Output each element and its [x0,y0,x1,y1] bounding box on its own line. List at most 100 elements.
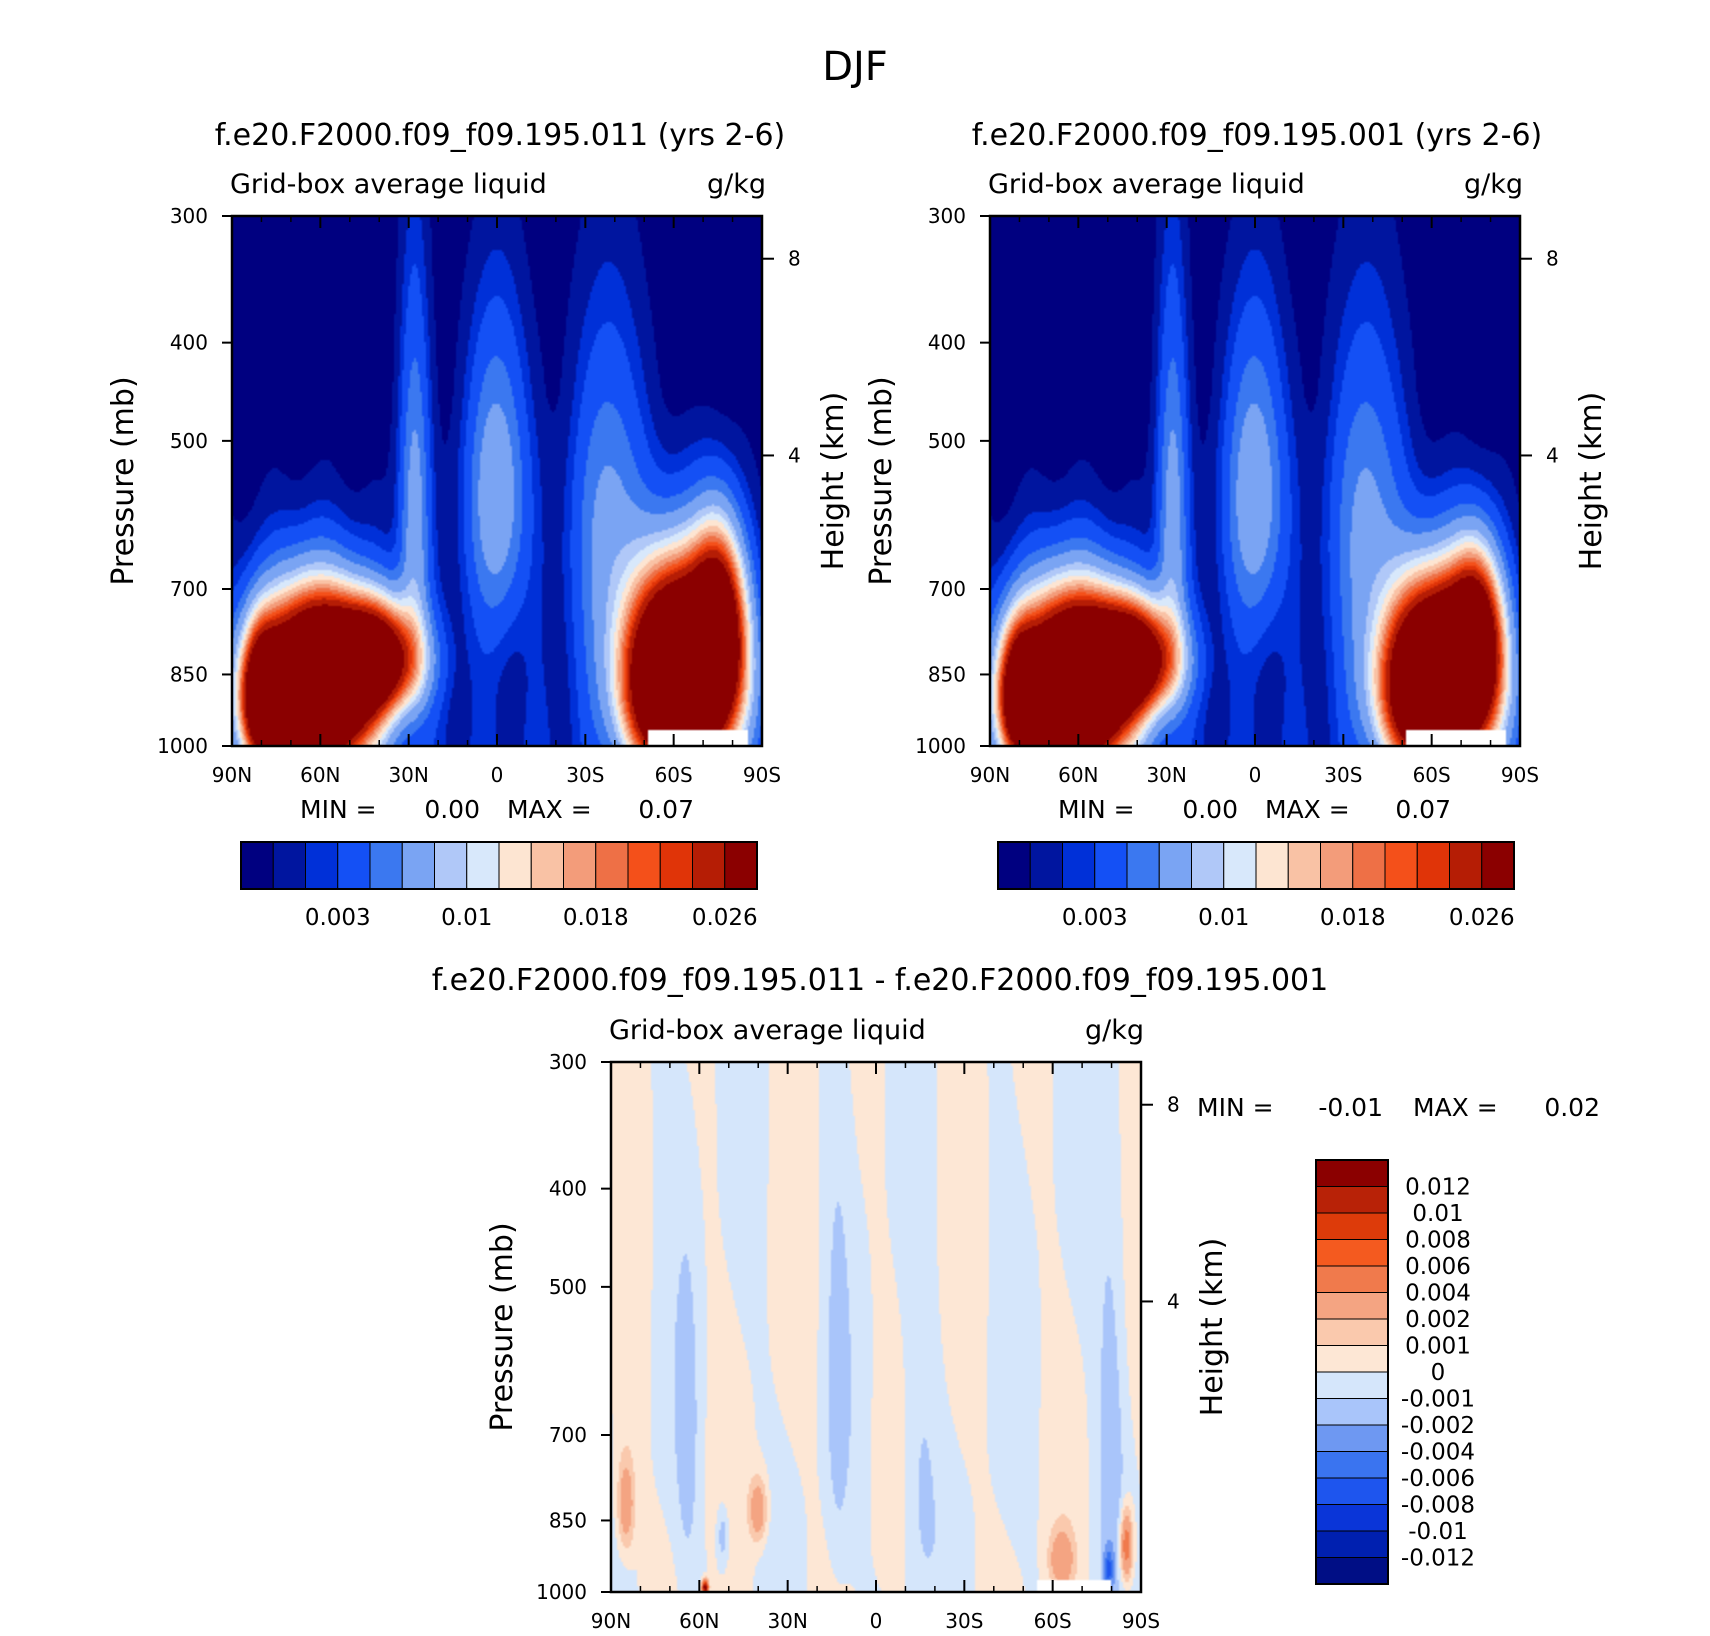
colorbar-swatch [1029,841,1063,890]
panel-3-ylabel: Pressure (mb) [485,1222,520,1431]
colorbar-label: 0.012 [1405,1175,1471,1201]
colorbar-frame [240,841,758,890]
colorbar-swatch [595,841,629,890]
y-tick-label: 300 [928,204,966,228]
colorbar-swatch [1315,1186,1389,1214]
colorbar-swatch [1416,841,1450,890]
colorbar-swatch [1352,841,1386,890]
x-tick-label: 60S [655,763,693,787]
colorbar-swatch [1287,841,1321,890]
panel-1-contour-field [232,216,762,746]
x-tick-label: 30N [388,763,428,787]
colorbar-swatch [369,841,403,890]
colorbar-label: 0.01 [1412,1201,1463,1227]
colorbar-swatch [1315,1557,1389,1585]
x-tick-label: 90S [1122,1609,1160,1633]
panel-1-left-subtitle: Grid-box average liquid [230,169,547,200]
y-right-tick-label: 4 [1167,1289,1180,1313]
y-tick-label: 500 [170,429,208,453]
y-tick-label: 500 [928,429,966,453]
colorbar-swatch [1315,1398,1389,1426]
colorbar-label: 0.002 [1405,1307,1471,1333]
colorbar-swatch [1315,1530,1389,1558]
panel-1-ylabel-right: Height (km) [816,392,851,571]
x-tick-label: 60S [1413,763,1451,787]
y-tick-label: 850 [928,662,966,686]
colorbar-swatch [1315,1451,1389,1479]
panel-1-max-value: 0.07 [638,795,694,824]
colorbar-swatch [305,841,339,890]
colorbar-swatch [1320,841,1354,890]
colorbar-swatch [1315,1477,1389,1505]
panel-1-title: f.e20.F2000.f09_f09.195.011 (yrs 2-6) [215,118,785,153]
y-tick-label: 700 [549,1423,587,1447]
colorbar-swatch [1315,1371,1389,1399]
colorbar-label: -0.01 [1408,1519,1468,1545]
colorbar-swatch [563,841,597,890]
colorbar-label: 0.003 [305,905,371,931]
colorbar-label: -0.006 [1401,1466,1475,1492]
panel-3-contour-field [611,1062,1141,1592]
colorbar-swatch [401,841,435,890]
panel-2-contour-field [990,216,1520,746]
colorbar-swatch [1315,1265,1389,1293]
panel-1-min-label: MIN = [300,795,377,824]
panel-3-max-label: MAX = [1413,1093,1498,1122]
colorbar-swatch [1223,841,1257,890]
colorbar-swatch [240,841,274,890]
y-tick-label: 400 [170,331,208,355]
y-tick-label: 400 [549,1177,587,1201]
colorbar-label: 0.026 [692,905,758,931]
panel-1-units: g/kg [707,169,766,200]
colorbar-swatch [1191,841,1225,890]
y-tick-label: 1000 [536,1580,587,1604]
colorbar-swatch [724,841,758,890]
x-tick-label: 30S [1324,763,1362,787]
panel-2-max-value: 0.07 [1395,795,1451,824]
panel-1-max-label: MAX = [507,795,592,824]
panel-2-ylabel-right: Height (km) [1574,392,1609,571]
panel-3-axes: 90N 60N 30N 0 30S 60S 90S 300 400 500 700 850 1000 8 4 [536,1050,1180,1633]
y-right-tick-label: 4 [788,443,801,467]
colorbar-label: -0.004 [1401,1440,1475,1466]
panel-2: f.e20.F2000.f09_f09.195.001 (yrs 2-6) Gr… [864,118,1609,931]
colorbar-swatch [1315,1424,1389,1452]
colorbar-swatch [466,841,500,890]
panel-3-colorbar: 0.0120.010.0080.0060.0040.0020.0010-0.00… [1315,1159,1475,1585]
colorbar-swatch [1315,1318,1389,1346]
colorbar-swatch [1481,841,1515,890]
colorbar-label: -0.002 [1401,1413,1475,1439]
y-tick-label: 850 [170,662,208,686]
x-tick-label: 30S [566,763,604,787]
colorbar-swatch [1315,1345,1389,1373]
y-tick-label: 300 [170,204,208,228]
colorbar-label: 0.01 [441,905,492,931]
panel-2-colorbar: 0.003 0.01 0.018 0.026 [997,841,1515,931]
panel-3-min-label: MIN = [1197,1093,1274,1122]
x-tick-label: 60N [300,763,340,787]
x-tick-label: 30S [945,1609,983,1633]
colorbar-label: 0.018 [1320,905,1386,931]
colorbar-swatch [1158,841,1192,890]
colorbar-swatch [659,841,693,890]
panel-1-min-value: 0.00 [424,795,480,824]
panel-3-title: f.e20.F2000.f09_f09.195.011 - f.e20.F200… [432,963,1328,998]
y-tick-label: 700 [928,577,966,601]
colorbar-label: 0.004 [1405,1281,1471,1307]
colorbar-swatch [1094,841,1128,890]
colorbar-swatch [1126,841,1160,890]
colorbar-swatch [1384,841,1418,890]
x-tick-label: 90N [212,763,252,787]
panel-2-min-value: 0.00 [1182,795,1238,824]
panel-2-title: f.e20.F2000.f09_f09.195.001 (yrs 2-6) [972,118,1542,153]
x-tick-label: 30N [1146,763,1186,787]
y-right-tick-label: 8 [1167,1093,1180,1117]
x-tick-label: 0 [491,763,504,787]
colorbar-label: 0.001 [1405,1334,1471,1360]
colorbar-swatch [1315,1292,1389,1320]
panel-2-ylabel: Pressure (mb) [864,376,899,585]
y-right-tick-label: 8 [1546,247,1559,271]
x-tick-label: 0 [1249,763,1262,787]
panel-1-axes: 90N 60N 30N 0 30S 60S 90S 300 400 500 700 850 1000 8 4 [157,204,801,787]
